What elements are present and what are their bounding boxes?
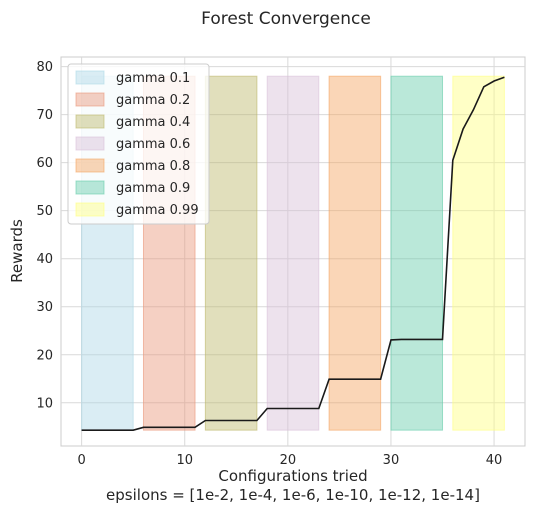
y-tick-label: 10	[36, 396, 53, 411]
legend-swatch	[75, 70, 105, 85]
band-gamma-0-4	[204, 75, 258, 431]
y-tick-label: 30	[36, 300, 53, 315]
legend-swatch	[75, 202, 105, 217]
legend: gamma 0.1 gamma 0.2 gamma 0.4 gamma 0.6 gamm…	[67, 63, 210, 225]
band-gamma-0-9	[390, 75, 444, 431]
y-tick-label: 20	[36, 348, 53, 363]
legend-label: gamma 0.99	[116, 203, 199, 218]
legend-box	[67, 63, 210, 225]
legend-label: gamma 0.4	[116, 115, 190, 130]
y-tick-label: 50	[36, 204, 53, 219]
legend-label: gamma 0.1	[116, 71, 190, 86]
legend-swatch	[75, 180, 105, 195]
legend-swatch	[75, 158, 105, 173]
x-tick-label: 20	[280, 453, 297, 468]
legend-label: gamma 0.9	[116, 181, 190, 196]
band-gamma-0-6	[266, 75, 320, 431]
legend-label: gamma 0.6	[116, 137, 190, 152]
y-ticks: 10 20 30 40 50 60 70 80	[36, 60, 53, 411]
y-tick-label: 70	[36, 108, 53, 123]
legend-swatch	[75, 92, 105, 107]
band-gamma-0-8	[328, 75, 382, 431]
x-ticks: 0 10 20 30 40	[77, 453, 502, 468]
y-tick-label: 80	[36, 60, 53, 75]
legend-swatch	[75, 114, 105, 129]
series	[81, 76, 505, 432]
legend-swatch	[75, 136, 105, 151]
legend-label: gamma 0.2	[116, 93, 190, 108]
y-tick-label: 60	[36, 156, 53, 171]
x-axis-label: Configurations tried	[218, 467, 367, 485]
legend-label: gamma 0.8	[116, 159, 190, 174]
x-tick-label: 0	[77, 453, 85, 468]
x-tick-label: 40	[486, 453, 503, 468]
chart-title: Forest Convergence	[201, 9, 371, 29]
x-tick-label: 10	[176, 453, 193, 468]
band-gamma-0-99	[452, 75, 505, 431]
y-axis-label: Rewards	[8, 219, 26, 283]
reward-line	[81, 76, 505, 432]
y-tick-label: 40	[36, 252, 53, 267]
x-tick-label: 30	[383, 453, 400, 468]
x-axis-sublabel: epsilons = [1e-2, 1e-4, 1e-6, 1e-10, 1e-…	[106, 486, 480, 504]
